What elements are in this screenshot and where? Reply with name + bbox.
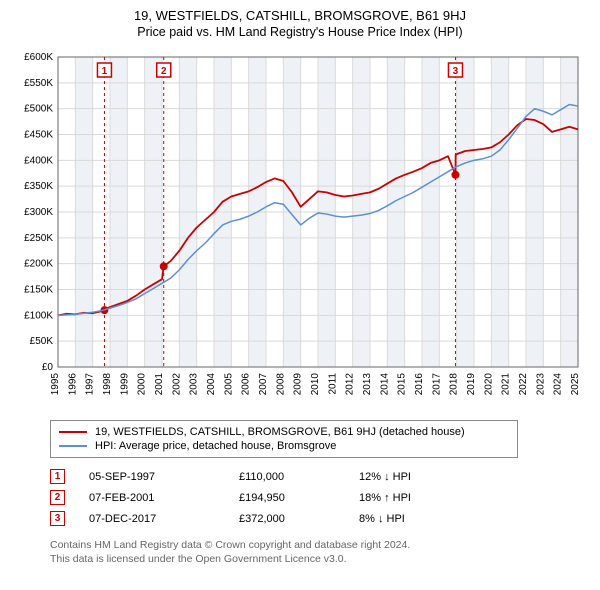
svg-text:2021: 2021 xyxy=(501,373,512,396)
legend-swatch xyxy=(59,431,87,433)
legend-label: HPI: Average price, detached house, Brom… xyxy=(95,440,336,452)
svg-text:£300K: £300K xyxy=(24,207,53,218)
chart-plot: £0 £50K £100K £150K £200K £250K £300K £350K £400… xyxy=(10,47,590,412)
svg-text:2001: 2001 xyxy=(154,373,165,396)
chart-container: 19, WESTFIELDS, CATSHILL, BROMSGROVE, B6… xyxy=(0,0,600,576)
event-marker: 2 xyxy=(50,490,65,505)
svg-text:2015: 2015 xyxy=(397,373,408,396)
svg-text:2017: 2017 xyxy=(431,373,442,396)
event-delta: 18% ↑ HPI xyxy=(359,492,479,504)
event-date: 07-FEB-2001 xyxy=(89,492,239,504)
svg-text:£350K: £350K xyxy=(24,181,53,192)
event-row: 2 07-FEB-2001£194,95018% ↑ HPI xyxy=(50,487,518,508)
svg-text:£500K: £500K xyxy=(24,104,53,115)
line-chart-svg: £0 £50K £100K £150K £200K £250K £300K £350K £400… xyxy=(10,47,590,407)
legend-row: 19, WESTFIELDS, CATSHILL, BROMSGROVE, B6… xyxy=(59,425,509,439)
svg-text:2016: 2016 xyxy=(414,373,425,396)
event-date: 07-DEC-2017 xyxy=(89,513,239,525)
svg-text:£200K: £200K xyxy=(24,259,53,270)
svg-text:2018: 2018 xyxy=(449,373,460,396)
legend-row: HPI: Average price, detached house, Brom… xyxy=(59,439,509,453)
event-marker: 3 xyxy=(50,511,65,526)
svg-text:2003: 2003 xyxy=(189,373,200,396)
svg-text:2012: 2012 xyxy=(345,373,356,396)
svg-text:1998: 1998 xyxy=(102,373,113,396)
svg-text:2002: 2002 xyxy=(171,373,182,396)
svg-text:2006: 2006 xyxy=(241,373,252,396)
svg-text:£450K: £450K xyxy=(24,130,53,141)
legend-label: 19, WESTFIELDS, CATSHILL, BROMSGROVE, B6… xyxy=(95,426,465,438)
svg-text:2020: 2020 xyxy=(483,373,494,396)
svg-text:1997: 1997 xyxy=(85,373,96,396)
event-price: £110,000 xyxy=(239,471,359,483)
svg-text:2004: 2004 xyxy=(206,373,217,396)
svg-text:£0: £0 xyxy=(42,362,54,373)
event-marker: 1 xyxy=(50,469,65,484)
svg-text:1996: 1996 xyxy=(67,373,78,396)
svg-text:2025: 2025 xyxy=(570,373,581,396)
event-delta: 12% ↓ HPI xyxy=(359,471,479,483)
svg-text:2009: 2009 xyxy=(293,373,304,396)
svg-text:£100K: £100K xyxy=(24,310,53,321)
svg-text:1: 1 xyxy=(102,66,108,77)
event-row: 1 05-SEP-1997£110,00012% ↓ HPI xyxy=(50,466,518,487)
svg-text:2013: 2013 xyxy=(362,373,373,396)
svg-text:£50K: £50K xyxy=(30,336,54,347)
event-price: £194,950 xyxy=(239,492,359,504)
svg-text:1999: 1999 xyxy=(119,373,130,396)
svg-text:£600K: £600K xyxy=(24,52,53,63)
chart-title: 19, WESTFIELDS, CATSHILL, BROMSGROVE, B6… xyxy=(10,8,590,23)
footer-line-2: This data is licensed under the Open Gov… xyxy=(50,553,590,567)
svg-text:1995: 1995 xyxy=(50,373,61,396)
svg-text:2022: 2022 xyxy=(518,373,529,396)
svg-text:2000: 2000 xyxy=(137,373,148,396)
legend: 19, WESTFIELDS, CATSHILL, BROMSGROVE, B6… xyxy=(50,420,518,458)
event-date: 05-SEP-1997 xyxy=(89,471,239,483)
footer-line-1: Contains HM Land Registry data © Crown c… xyxy=(50,539,590,553)
svg-text:2019: 2019 xyxy=(466,373,477,396)
footer-attribution: Contains HM Land Registry data © Crown c… xyxy=(50,539,590,566)
svg-text:2005: 2005 xyxy=(223,373,234,396)
svg-text:2008: 2008 xyxy=(275,373,286,396)
events-table: 1 05-SEP-1997£110,00012% ↓ HPI 2 07-FEB-200… xyxy=(50,466,518,529)
svg-text:3: 3 xyxy=(453,66,459,77)
svg-text:£400K: £400K xyxy=(24,155,53,166)
svg-text:2: 2 xyxy=(161,66,167,77)
event-row: 3 07-DEC-2017£372,0008% ↓ HPI xyxy=(50,508,518,529)
svg-text:2024: 2024 xyxy=(553,373,564,396)
legend-swatch xyxy=(59,445,87,447)
svg-text:2014: 2014 xyxy=(379,373,390,396)
svg-text:2007: 2007 xyxy=(258,373,269,396)
svg-text:£250K: £250K xyxy=(24,233,53,244)
event-price: £372,000 xyxy=(239,513,359,525)
svg-text:£150K: £150K xyxy=(24,285,53,296)
event-delta: 8% ↓ HPI xyxy=(359,513,479,525)
chart-subtitle: Price paid vs. HM Land Registry's House … xyxy=(10,25,590,39)
svg-text:2023: 2023 xyxy=(535,373,546,396)
svg-text:2011: 2011 xyxy=(327,373,338,395)
svg-text:£550K: £550K xyxy=(24,78,53,89)
svg-text:2010: 2010 xyxy=(310,373,321,396)
